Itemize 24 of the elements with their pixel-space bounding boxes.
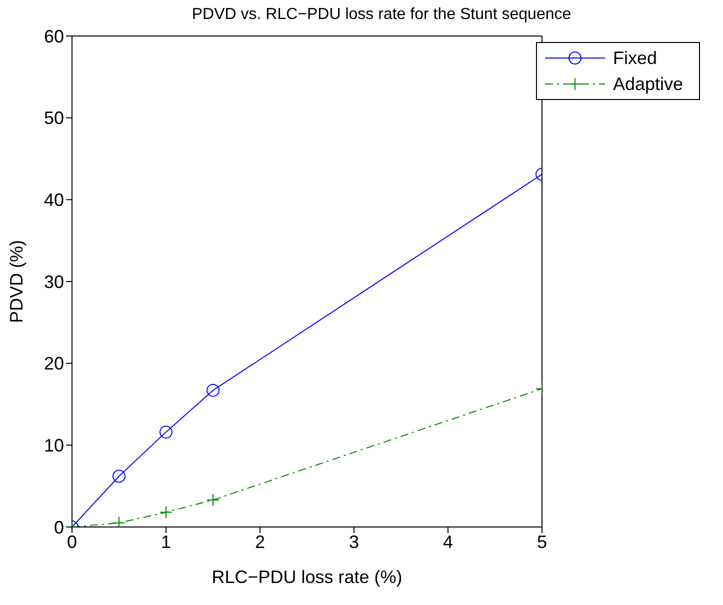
chart-title: PDVD vs. RLC−PDU loss rate for the Stunt sequence bbox=[190, 6, 572, 24]
point bbox=[206, 493, 220, 506]
legend-label: Fixed bbox=[613, 48, 658, 68]
y-tick-label: 0 bbox=[54, 517, 64, 538]
x-axis-title: RLC−PDU loss rate (%) bbox=[212, 567, 402, 587]
y-tick-label: 30 bbox=[44, 272, 64, 292]
x-tick-label: 2 bbox=[254, 532, 266, 552]
point bbox=[112, 470, 126, 483]
y-tick-label: 20 bbox=[44, 354, 64, 374]
y-axis-title: PDVD (%) bbox=[6, 240, 26, 324]
y-tick-label: 50 bbox=[44, 108, 64, 128]
x-tick-label: 0 bbox=[66, 532, 78, 552]
point bbox=[206, 384, 220, 397]
y-tick-label: 60 bbox=[44, 26, 64, 46]
x-tick-label: 3 bbox=[348, 532, 360, 552]
point bbox=[160, 506, 172, 519]
x-tick-label: 1 bbox=[160, 532, 172, 552]
x-tick-label: 5 bbox=[536, 532, 548, 552]
point bbox=[112, 516, 126, 527]
point bbox=[160, 426, 172, 439]
y-tick-label: 40 bbox=[44, 190, 64, 210]
legend-label: Adaptive bbox=[613, 74, 684, 94]
x-tick-label: 4 bbox=[442, 532, 454, 552]
y-tick-label: 10 bbox=[44, 436, 64, 456]
